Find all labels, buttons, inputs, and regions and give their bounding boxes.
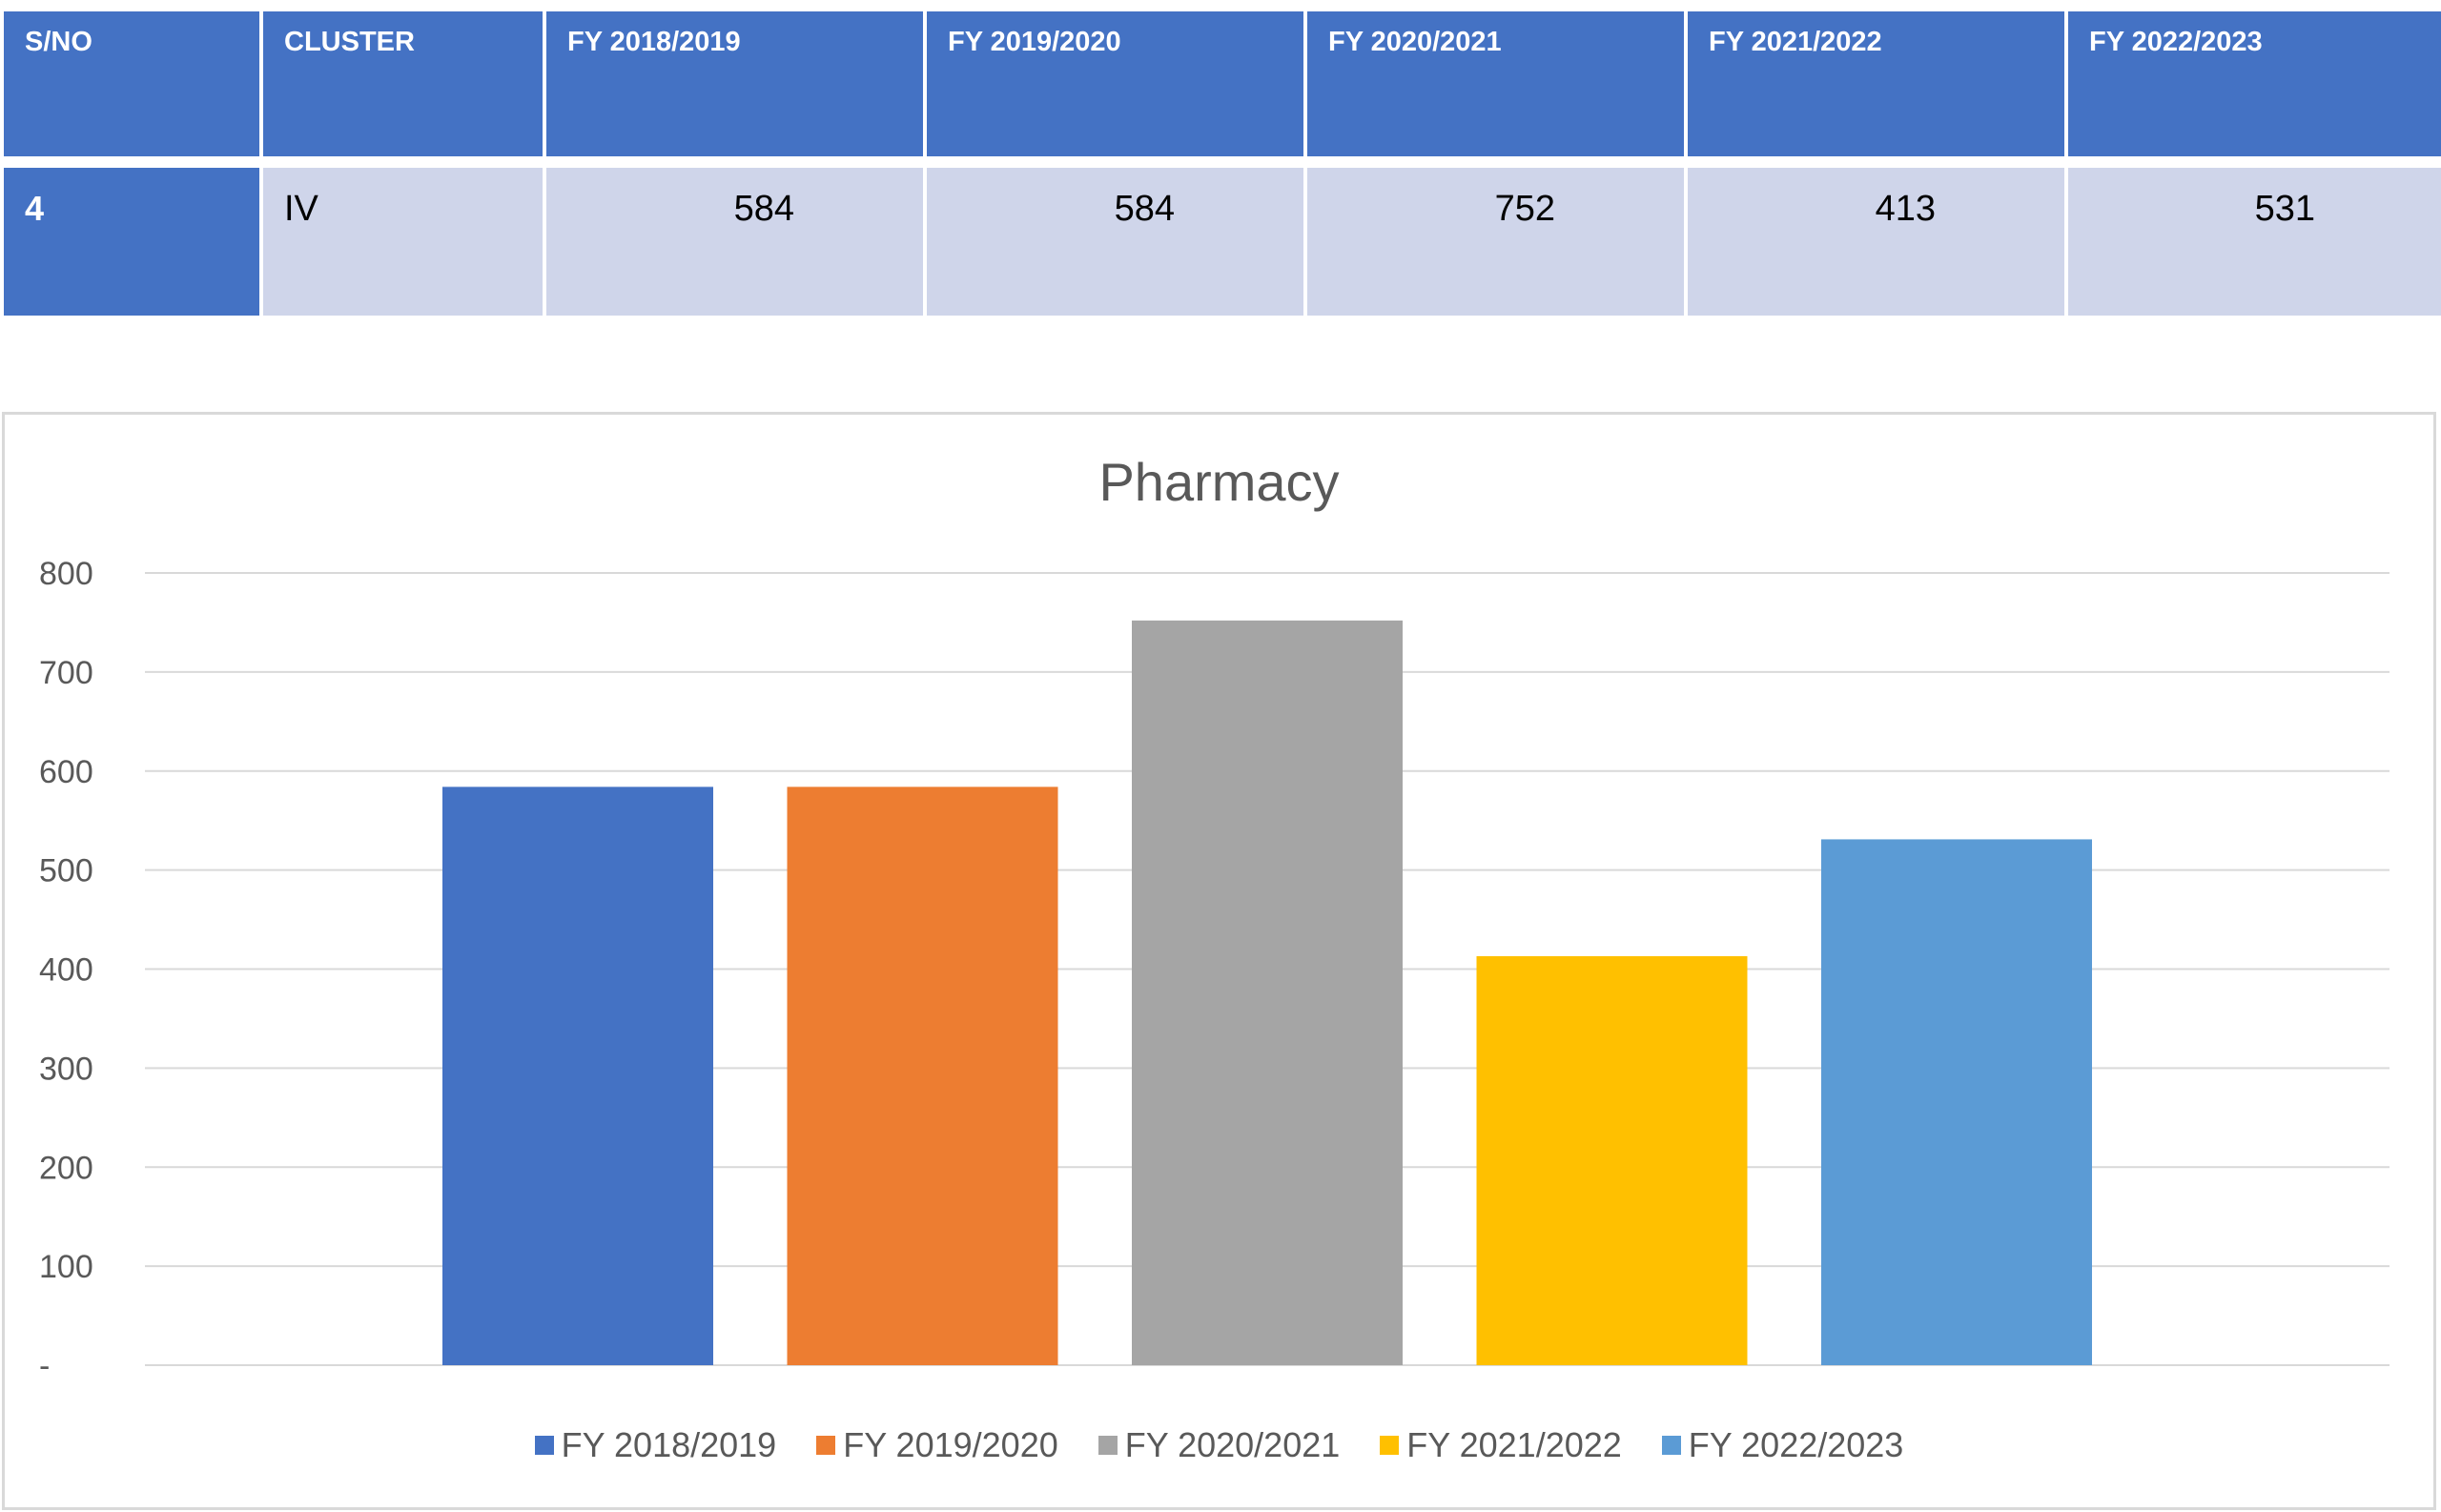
legend-swatch: [816, 1436, 836, 1455]
chart-plot: - 100 200 300 400 500 600 700 800: [39, 556, 2390, 1384]
legend-swatch: [1097, 1436, 1118, 1455]
y-tick-label: 600: [39, 754, 93, 790]
chart-area: Pharmacy - 100 200 300 400 500 600 700 800 FY 20…: [2, 412, 2436, 1510]
header-fy-2022-2023: FY 2022/2023: [2068, 11, 2441, 156]
legend-label: FY 2021/2022: [1406, 1425, 1622, 1464]
legend-swatch: [1380, 1436, 1400, 1455]
y-tick-label: 300: [39, 1051, 93, 1087]
legend-swatch: [534, 1436, 554, 1455]
cell-fy-2022-2023: 531: [2068, 168, 2441, 316]
cell-fy-2020-2021: 752: [1307, 168, 1684, 316]
legend-item: FY 2020/2021: [1097, 1425, 1341, 1465]
cell-fy-2018-2019: 584: [546, 168, 923, 316]
cell-fy-2019-2020: 584: [927, 168, 1303, 316]
legend-item: FY 2022/2023: [1661, 1425, 1904, 1465]
header-fy-2021-2022: FY 2021/2022: [1688, 11, 2064, 156]
header-fy-2020-2021: FY 2020/2021: [1307, 11, 1684, 156]
bar-fy-2020-2021: [1132, 620, 1403, 1365]
header-fy-2019-2020: FY 2019/2020: [927, 11, 1303, 156]
bar-fy-2022-2023: [1821, 839, 2092, 1365]
y-tick-label: 800: [39, 556, 93, 592]
y-tick-label: -: [39, 1348, 50, 1384]
cell-sno: 4: [4, 168, 259, 316]
data-table: S/NO CLUSTER FY 2018/2019 FY 2019/2020 F…: [4, 11, 2441, 316]
legend-item: FY 2019/2020: [816, 1425, 1058, 1465]
header-sno: S/NO: [4, 11, 259, 156]
y-tick-label: 700: [39, 655, 93, 691]
chart-title: Pharmacy: [1098, 452, 1340, 512]
legend-label: FY 2020/2021: [1124, 1425, 1341, 1464]
y-tick-label: 400: [39, 952, 93, 989]
y-tick-label: 100: [39, 1249, 93, 1285]
legend-swatch: [1661, 1436, 1681, 1455]
chart-legend: FY 2018/2019 FY 2019/2020 FY 2020/2021 FY 2…: [5, 1425, 2433, 1465]
bar-fy-2021-2022: [1476, 955, 1748, 1365]
bar-fy-2018-2019: [442, 787, 713, 1365]
legend-label: FY 2019/2020: [843, 1425, 1058, 1464]
header-cluster: CLUSTER: [263, 11, 543, 156]
legend-label: FY 2018/2019: [561, 1425, 777, 1464]
cell-cluster: IV: [263, 168, 543, 316]
cell-fy-2021-2022: 413: [1688, 168, 2064, 316]
y-tick-label: 200: [39, 1150, 93, 1186]
legend-item: FY 2018/2019: [534, 1425, 777, 1465]
y-tick-label: 500: [39, 853, 93, 889]
legend-label: FY 2022/2023: [1688, 1425, 1904, 1464]
header-fy-2018-2019: FY 2018/2019: [546, 11, 923, 156]
legend-item: FY 2021/2022: [1380, 1425, 1622, 1465]
bar-fy-2019-2020: [787, 787, 1058, 1365]
